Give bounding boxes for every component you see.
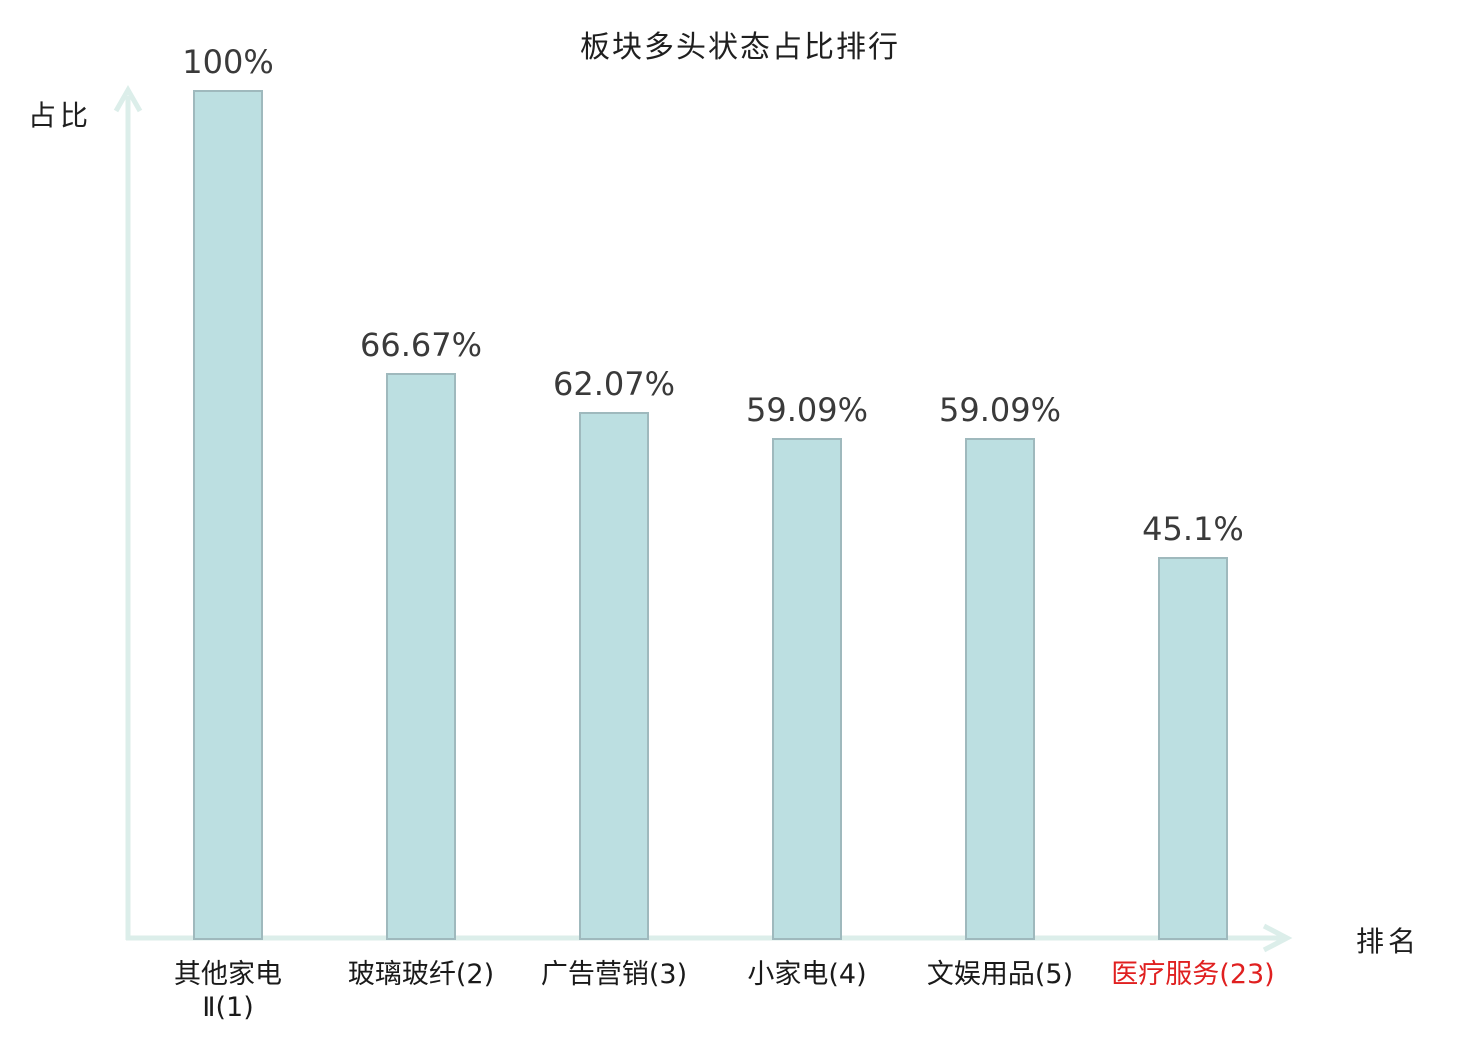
bar bbox=[965, 438, 1035, 940]
chart-title: 板块多头状态占比排行 bbox=[580, 30, 900, 65]
bar-value-label: 62.07% bbox=[552, 365, 675, 403]
category-label: 玻璃玻纤(2) bbox=[301, 958, 541, 991]
bar-value-label: 59.09% bbox=[745, 391, 868, 429]
category-label-line: 小家电(4) bbox=[747, 959, 867, 990]
category-label-line: 文娱用品(5) bbox=[926, 959, 1074, 990]
bar bbox=[579, 412, 649, 940]
category-label-line: 广告营销(3) bbox=[540, 959, 688, 990]
bar bbox=[386, 373, 456, 940]
bar-value-label: 100% bbox=[182, 43, 274, 81]
category-label-line: 其他家电 bbox=[174, 959, 282, 990]
bar bbox=[772, 438, 842, 940]
category-label-line: Ⅱ(1) bbox=[202, 992, 254, 1023]
category-label: 医疗服务(23) bbox=[1073, 958, 1313, 991]
category-label: 广告营销(3) bbox=[494, 958, 734, 991]
category-label: 其他家电 Ⅱ(1) bbox=[108, 958, 348, 1024]
bar bbox=[193, 90, 263, 940]
x-axis-arrow-icon bbox=[1262, 923, 1293, 953]
category-label: 小家电(4) bbox=[687, 958, 927, 991]
x-axis-label: 排名 bbox=[1356, 925, 1421, 958]
bar bbox=[1158, 557, 1228, 940]
bar-value-label: 66.67% bbox=[359, 326, 482, 364]
bar-value-label: 45.1% bbox=[1142, 510, 1244, 548]
bar-value-label: 59.09% bbox=[938, 391, 1061, 429]
y-axis-label: 占比 bbox=[28, 99, 93, 132]
category-label: 文娱用品(5) bbox=[880, 958, 1120, 991]
category-label-line: 玻璃玻纤(2) bbox=[347, 959, 495, 990]
category-label-line: 医疗服务(23) bbox=[1111, 959, 1275, 990]
y-axis-arrow-icon bbox=[113, 84, 143, 113]
